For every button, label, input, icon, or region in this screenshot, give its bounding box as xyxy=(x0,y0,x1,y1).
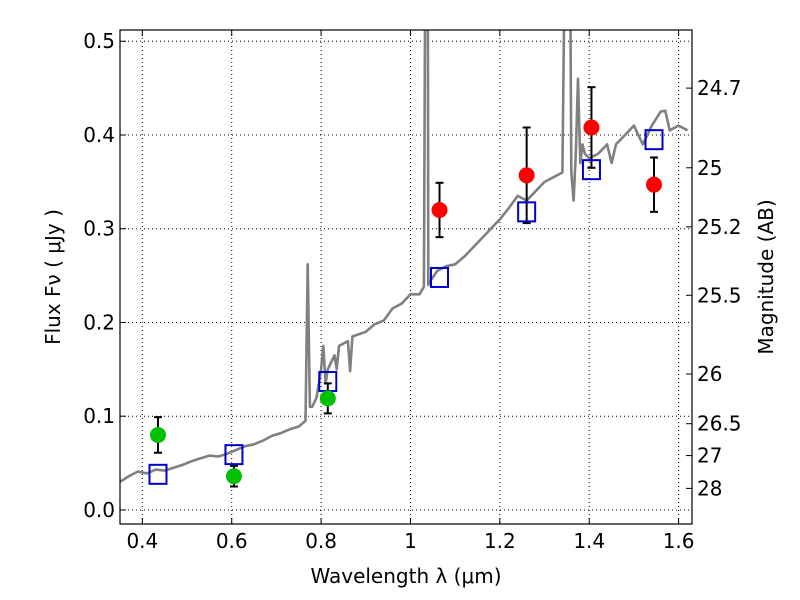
right-tick-label: 26.5 xyxy=(697,412,742,436)
y-tick-label: 0.2 xyxy=(83,310,115,334)
x-axis-label: Wavelength λ (μm) xyxy=(310,564,501,588)
right-tick-label: 24.7 xyxy=(697,76,742,100)
spectrum-layer xyxy=(120,30,689,483)
right-tick-label: 28 xyxy=(697,476,722,500)
spectrum-line xyxy=(120,30,689,483)
model-photometry-square xyxy=(581,159,601,181)
grid xyxy=(120,30,692,524)
y-tick-label: 0.5 xyxy=(83,29,115,53)
tick-layer: 0.4 0.6 0.8 1 1.2 1.4 1.6 0.0 0.1 0.2 0.3 0.4 0.5 24.… xyxy=(83,29,741,553)
model-photometry-square xyxy=(517,201,537,223)
right-tick-label: 25.5 xyxy=(697,283,742,307)
x-tick-label: 1 xyxy=(404,529,417,553)
observed-red-point xyxy=(646,176,663,193)
marker-layer xyxy=(148,119,664,485)
model-photometry-square xyxy=(644,129,664,151)
plot-frame xyxy=(119,29,693,525)
observed-green-point xyxy=(319,390,336,407)
y-tick-label: 0.1 xyxy=(83,404,115,428)
observed-red-point xyxy=(431,201,448,218)
observed-red-point xyxy=(583,119,600,136)
observed-red-point xyxy=(518,167,535,184)
x-tick-label: 1.4 xyxy=(573,529,605,553)
x-tick-label: 0.8 xyxy=(305,529,337,553)
model-photometry-square xyxy=(430,266,450,288)
observed-green-point xyxy=(225,468,242,485)
right-tick-label: 25 xyxy=(697,156,722,180)
model-photometry-square xyxy=(148,463,168,485)
x-tick-label: 0.6 xyxy=(216,529,248,553)
x-tick-label: 1.2 xyxy=(484,529,516,553)
y-tick-label: 0.4 xyxy=(83,123,115,147)
model-photometry-square xyxy=(224,444,244,466)
y-axis-label-left: Flux Fν ( μJy ) xyxy=(41,209,65,345)
right-tick-label: 27 xyxy=(697,444,722,468)
y-tick-label: 0.3 xyxy=(83,217,115,241)
x-tick-label: 0.4 xyxy=(126,529,158,553)
y-tick-label: 0.0 xyxy=(83,498,115,522)
observed-green-point xyxy=(149,426,166,443)
y-axis-label-right: Magnitude (AB) xyxy=(754,199,778,354)
right-tick-label: 26 xyxy=(697,362,722,386)
x-tick-label: 1.6 xyxy=(663,529,695,553)
right-tick-label: 25.2 xyxy=(697,215,742,239)
